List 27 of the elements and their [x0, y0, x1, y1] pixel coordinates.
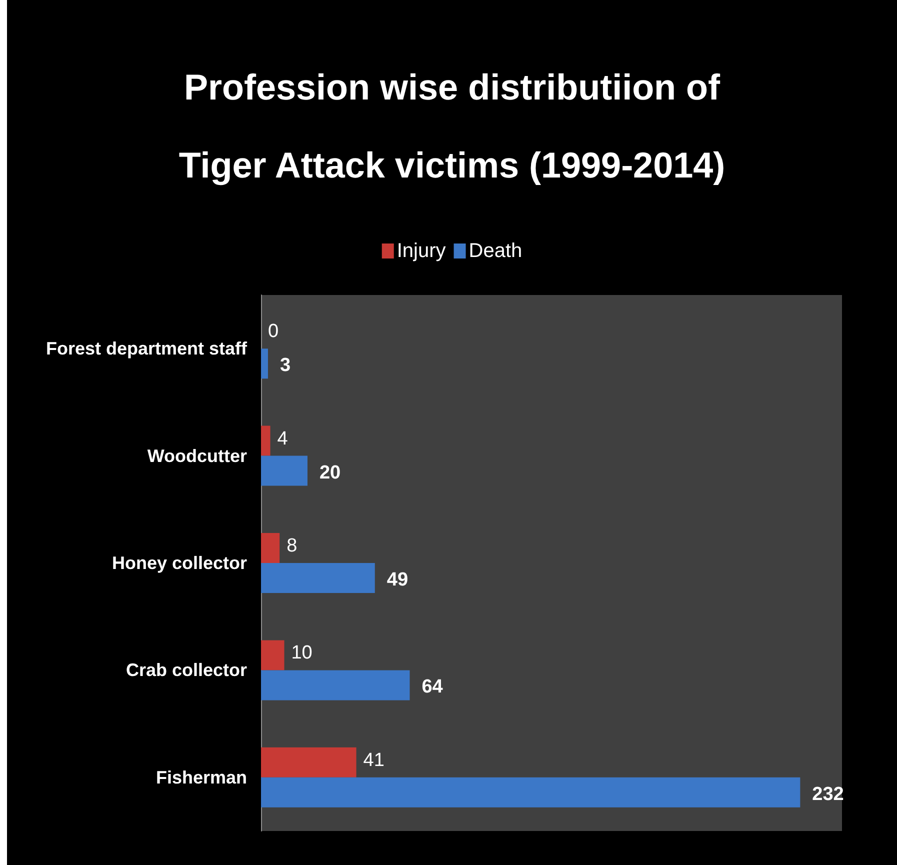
bar [261, 777, 800, 808]
bar [261, 670, 410, 700]
data-label: 0 [268, 321, 279, 342]
data-label: 10 [291, 642, 312, 664]
y-tick-label: Fisherman [156, 767, 247, 788]
y-tick-label: Crab collector [126, 660, 247, 680]
legend-label: Death [468, 240, 522, 262]
bar [261, 563, 375, 593]
data-label: 8 [286, 536, 298, 556]
chart-title: Profession wise distributiion of Tiger Attack victims (1999-2014) [178, 66, 726, 186]
data-label: 41 [363, 750, 384, 771]
bar [261, 640, 284, 670]
y-tick-label: Forest department staff [46, 338, 248, 359]
y-tick-label: Woodcutter [147, 446, 247, 466]
legend-label: Injury [396, 240, 446, 262]
bar [261, 747, 356, 778]
y-tick-label: Honey collector [112, 553, 247, 573]
bar [261, 348, 268, 379]
bar [261, 533, 280, 563]
data-label: 49 [386, 570, 408, 590]
data-label: 232 [812, 784, 844, 805]
data-label: 3 [280, 355, 291, 376]
data-label: 64 [422, 676, 444, 698]
bar [261, 456, 308, 486]
data-label: 4 [277, 428, 288, 450]
data-label: 20 [319, 462, 341, 484]
bar [261, 426, 270, 456]
